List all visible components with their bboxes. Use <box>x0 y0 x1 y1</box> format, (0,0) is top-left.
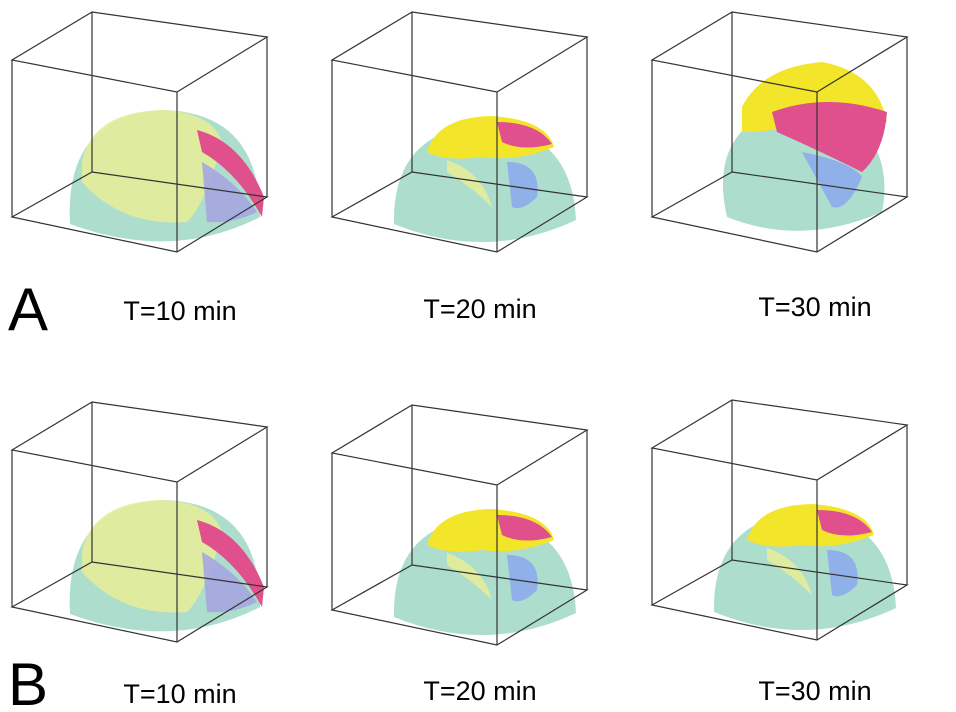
rendering <box>723 62 887 231</box>
caption: T=20 min <box>423 294 536 324</box>
caption: T=20 min <box>423 676 536 706</box>
caption: T=10 min <box>123 296 236 326</box>
caption: T=30 min <box>758 292 871 322</box>
caption: T=10 min <box>123 679 236 709</box>
rendering <box>70 500 264 631</box>
panel-a: A T=10 min T=20 min T=30 min <box>8 12 907 343</box>
panel-label: B <box>8 651 48 712</box>
rendering <box>394 116 576 242</box>
rendering <box>714 504 896 630</box>
panel-label: A <box>8 276 48 343</box>
caption: T=30 min <box>758 676 871 706</box>
panel-b: B T=10 min T=20 min T=30 min <box>8 400 907 712</box>
rendering <box>394 509 576 635</box>
rendering <box>70 110 264 241</box>
figure: A T=10 min T=20 min T=30 min B T=10 min … <box>0 0 956 712</box>
